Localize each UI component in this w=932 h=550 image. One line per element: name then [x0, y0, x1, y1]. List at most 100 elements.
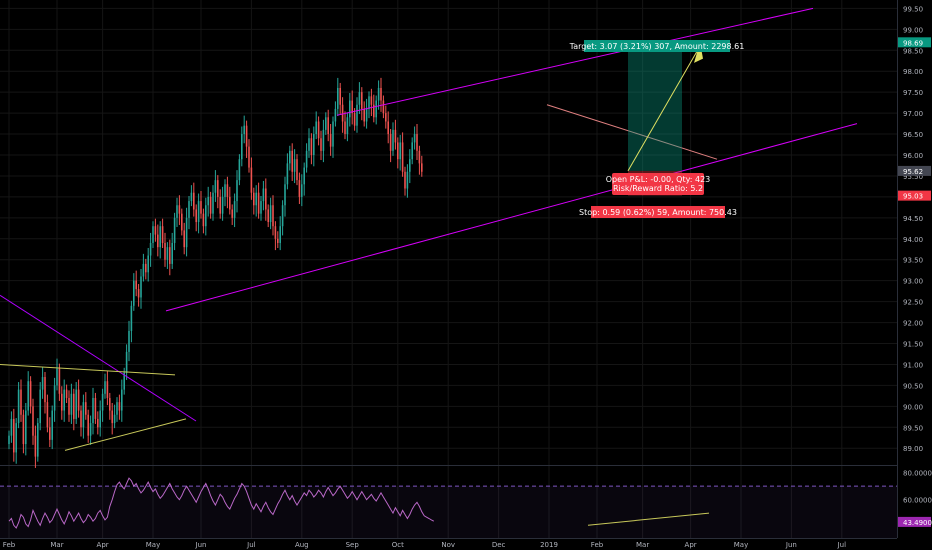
candle-body — [137, 289, 140, 298]
price-tick-label: 92.00 — [903, 320, 923, 328]
candle-body — [111, 410, 113, 424]
rsi-trendline — [587, 512, 710, 526]
candle-body — [298, 180, 301, 197]
candle-body — [73, 393, 75, 419]
price-tick-label: 90.00 — [903, 403, 923, 411]
price-axis[interactable]: 99.50 99.00 98.50 98.00 97.50 97.00 96.50 96.00… — [897, 0, 932, 550]
candle-body — [13, 418, 15, 453]
candle-body — [236, 180, 238, 202]
candle-body — [217, 180, 219, 197]
candle-body — [260, 201, 262, 214]
candle-body — [344, 121, 346, 135]
candle-body — [147, 255, 149, 273]
rsi-tick-label: 60.0000 — [903, 497, 932, 505]
candle-body — [361, 92, 363, 109]
candle-body — [178, 205, 181, 214]
candle-body — [190, 192, 193, 202]
candle-body — [101, 393, 104, 411]
candle-body — [39, 389, 41, 424]
candle-body — [87, 414, 89, 436]
candle-body — [377, 87, 380, 101]
candle-body — [209, 196, 212, 214]
long-position-tool[interactable] — [627, 42, 703, 196]
candle-body — [56, 368, 58, 386]
candle-body — [130, 305, 133, 331]
candle-body — [195, 209, 197, 223]
price-tick-label: 99.50 — [903, 5, 923, 13]
candle-body — [373, 104, 375, 118]
candle-body — [269, 205, 272, 223]
candle-body — [346, 117, 349, 135]
price-tick-label: 91.50 — [903, 341, 923, 349]
candle-body — [224, 184, 226, 197]
candle-body — [176, 205, 178, 218]
trendlines-layer — [0, 7, 858, 451]
candle-body — [212, 192, 214, 214]
candle-body — [255, 192, 257, 206]
candle-body — [29, 381, 32, 407]
time-tick-label: Jul — [837, 541, 847, 549]
candle-body — [241, 134, 243, 160]
candle-body — [181, 213, 183, 231]
price-tick-label: 95.50 — [903, 173, 923, 181]
candle-body — [37, 423, 39, 457]
time-tick-label: Jun — [785, 541, 797, 549]
price-badge — [898, 190, 931, 201]
time-tick-label: 2019 — [540, 541, 558, 549]
candle-body — [17, 389, 20, 424]
candle-body — [296, 159, 298, 181]
chart-grid — [0, 0, 897, 538]
candle-body — [15, 423, 17, 453]
candle-body — [380, 87, 382, 101]
candle-body — [394, 129, 397, 143]
rsi-badge — [898, 516, 931, 527]
candle-body — [77, 389, 80, 411]
time-axis[interactable]: Feb Mar Apr May Jun Jul Aug Sep Oct Nov Dec 2019 Feb… — [0, 538, 897, 550]
price-tick-label: 94.00 — [903, 236, 923, 244]
time-axis-bg — [0, 538, 897, 550]
candle-body — [385, 113, 387, 122]
candle-body — [397, 142, 399, 160]
candle-body — [293, 159, 296, 172]
candle-body — [161, 226, 164, 243]
price-tick-label: 89.50 — [903, 424, 923, 432]
candle-body — [58, 368, 61, 394]
candle-body — [94, 397, 97, 419]
candle-body — [248, 146, 250, 168]
candle-body — [185, 217, 188, 248]
candle-body — [327, 117, 329, 135]
candle-body — [133, 280, 135, 306]
pnl-label: Open P&L: -0.00, Qty: 423 Risk/Reward Ra… — [606, 173, 711, 195]
candle-body — [267, 209, 269, 223]
price-badge-label: 95.62 — [903, 168, 923, 176]
candle-body — [142, 263, 145, 277]
candle-body — [279, 226, 281, 243]
candle-body — [25, 410, 27, 445]
candle-body — [313, 134, 315, 155]
time-tick-label: Apr — [97, 541, 109, 549]
time-tick-label: Mar — [636, 541, 649, 549]
rsi-pane — [0, 477, 897, 541]
candle-body — [303, 167, 305, 185]
candle-body — [123, 372, 125, 390]
resistance-line — [0, 363, 176, 376]
candle-body — [197, 201, 200, 223]
candle-body — [406, 171, 409, 189]
candles-layer — [8, 77, 423, 468]
time-tick-label: May — [146, 541, 160, 549]
candle-body — [289, 150, 291, 164]
candle-body — [205, 205, 207, 227]
candle-body — [245, 125, 248, 147]
price-tick-label: 92.50 — [903, 299, 923, 307]
candle-body — [154, 226, 157, 235]
candle-body — [20, 389, 22, 415]
stop-label-text: Stop: 0.59 (0.62%) 59, Amount: 750.43 — [579, 208, 737, 217]
price-badge-label: 98.69 — [903, 39, 923, 47]
candle-body — [169, 247, 171, 264]
candle-body — [332, 121, 334, 147]
candle-body — [106, 381, 109, 398]
price-axis-bg — [897, 0, 932, 550]
pnl-label-text: Open P&L: -0.00, Qty: 423 — [606, 175, 711, 184]
candle-body — [305, 150, 308, 168]
